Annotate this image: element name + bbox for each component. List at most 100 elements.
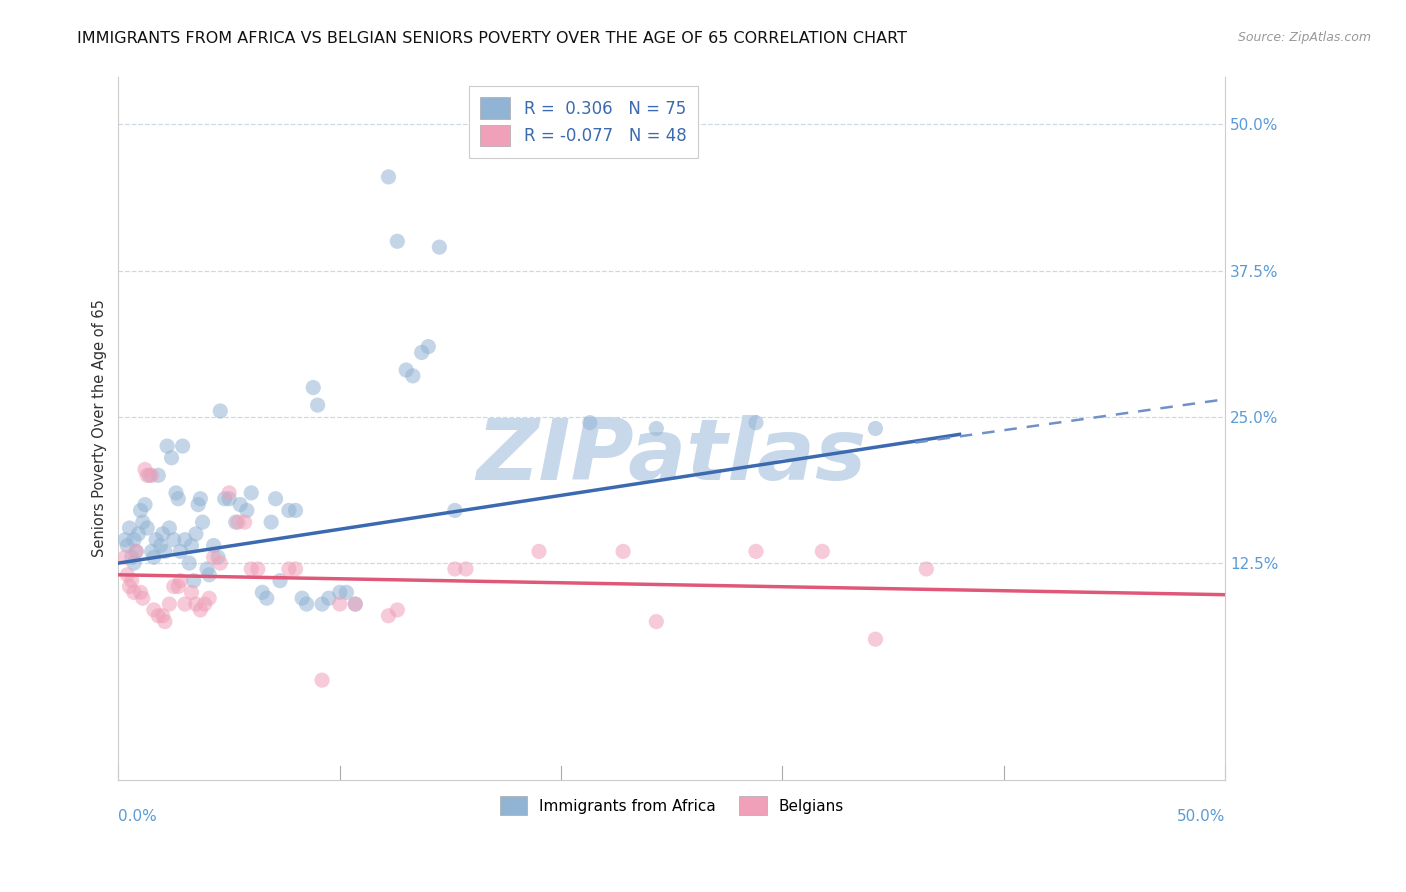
Point — [865, 421, 887, 435]
Point — [152, 526, 174, 541]
Point — [169, 544, 191, 558]
Point — [136, 468, 159, 483]
Point — [167, 491, 190, 506]
Point — [127, 526, 149, 541]
Point — [277, 562, 299, 576]
Point — [277, 503, 299, 517]
Point — [121, 550, 143, 565]
Point — [121, 574, 143, 588]
Point — [284, 562, 307, 576]
Point — [344, 597, 367, 611]
Point — [125, 544, 148, 558]
Point — [418, 340, 440, 354]
Point — [163, 580, 186, 594]
Point — [141, 544, 163, 558]
Point — [745, 544, 768, 558]
Point — [256, 591, 278, 606]
Point — [233, 515, 256, 529]
Point — [218, 491, 240, 506]
Point — [387, 603, 409, 617]
Point — [198, 591, 221, 606]
Point — [229, 498, 252, 512]
Point — [387, 234, 409, 248]
Point — [183, 574, 205, 588]
Point — [153, 544, 176, 558]
Point — [187, 498, 209, 512]
Point — [157, 521, 180, 535]
Point — [138, 468, 160, 483]
Point — [142, 550, 165, 565]
Point — [202, 550, 225, 565]
Point — [188, 491, 211, 506]
Point — [122, 533, 145, 547]
Point — [180, 585, 202, 599]
Point — [152, 608, 174, 623]
Point — [157, 597, 180, 611]
Point — [180, 539, 202, 553]
Point — [811, 544, 834, 558]
Point — [246, 562, 269, 576]
Point — [218, 486, 240, 500]
Point — [148, 468, 170, 483]
Point — [165, 486, 187, 500]
Point — [114, 550, 136, 565]
Point — [209, 556, 232, 570]
Point — [191, 515, 214, 529]
Text: 50.0%: 50.0% — [1177, 809, 1225, 824]
Point — [209, 404, 232, 418]
Point — [179, 556, 201, 570]
Point — [311, 673, 333, 687]
Point — [156, 439, 179, 453]
Point — [402, 368, 425, 383]
Point — [225, 515, 247, 529]
Point — [173, 597, 195, 611]
Point — [240, 562, 263, 576]
Point — [118, 580, 141, 594]
Point — [153, 615, 176, 629]
Point — [125, 544, 148, 558]
Point — [344, 597, 367, 611]
Point — [122, 585, 145, 599]
Point — [142, 603, 165, 617]
Point — [202, 539, 225, 553]
Point — [188, 603, 211, 617]
Point — [149, 539, 172, 553]
Point — [444, 562, 467, 576]
Point — [329, 597, 352, 611]
Point — [444, 503, 467, 517]
Point — [114, 533, 136, 547]
Point — [118, 521, 141, 535]
Point — [377, 169, 399, 184]
Text: Source: ZipAtlas.com: Source: ZipAtlas.com — [1237, 31, 1371, 45]
Point — [645, 615, 668, 629]
Point — [269, 574, 291, 588]
Point — [260, 515, 283, 529]
Point — [132, 515, 155, 529]
Point — [411, 345, 433, 359]
Point — [745, 416, 768, 430]
Point — [226, 515, 249, 529]
Point — [291, 591, 314, 606]
Point — [865, 632, 887, 647]
Point — [295, 597, 318, 611]
Point — [184, 526, 207, 541]
Point — [335, 585, 357, 599]
Point — [395, 363, 418, 377]
Point — [134, 462, 156, 476]
Point — [318, 591, 340, 606]
Point — [129, 503, 152, 517]
Point — [612, 544, 634, 558]
Point — [167, 580, 190, 594]
Point — [915, 562, 938, 576]
Point — [307, 398, 329, 412]
Y-axis label: Seniors Poverty Over the Age of 65: Seniors Poverty Over the Age of 65 — [93, 300, 107, 558]
Legend: Immigrants from Africa, Belgians: Immigrants from Africa, Belgians — [491, 787, 853, 824]
Point — [207, 550, 229, 565]
Point — [132, 591, 155, 606]
Point — [579, 416, 602, 430]
Text: ZIPatlas: ZIPatlas — [477, 415, 868, 498]
Point — [195, 562, 218, 576]
Point — [163, 533, 186, 547]
Point — [129, 585, 152, 599]
Point — [240, 486, 263, 500]
